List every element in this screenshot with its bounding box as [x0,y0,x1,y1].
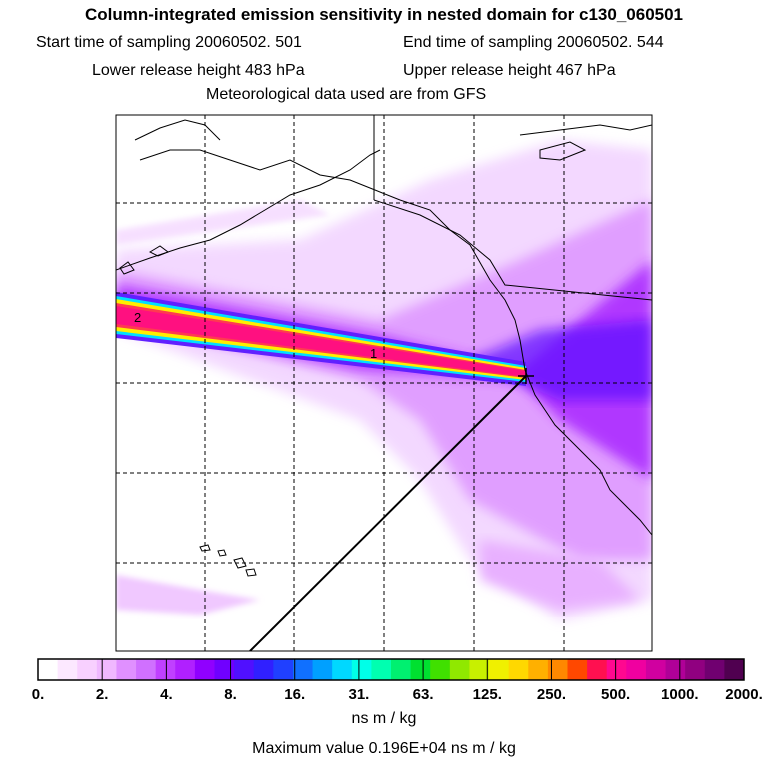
colorbar-tick-label: 31. [348,686,370,703]
colorbar-segment [332,659,353,680]
colorbar-tick-label: 2000. [725,686,763,703]
plot-title: Column-integrated emission sensitivity i… [84,5,684,24]
colorbar-tick-label: 63. [412,686,434,703]
colorbar-segment [528,659,549,680]
colorbar-segment [273,659,294,680]
sensitivity-field [116,115,652,651]
lat-lon-grid [116,115,652,651]
colorbar-tick-label: 2. [95,686,109,703]
colorbar-segment [57,659,78,680]
colorbar-segment [351,659,372,680]
colorbar-tick-label: 8. [224,686,237,703]
colorbar-tick-label: 125. [472,686,502,703]
met-data-label: Meteorological data used are from GFS [206,86,487,103]
release-point-marker [518,368,534,384]
colorbar-segment [214,659,235,680]
colorbar-frame [37,658,745,681]
colorbar-segment [685,659,706,680]
max-value-label: Maximum value 0.196E+04 ns m / kg [252,740,516,757]
colorbar-segment [606,659,627,680]
colorbar-tick-label: 500. [601,686,631,703]
colorbar-segment [410,659,431,680]
colorbar-segment [704,659,725,680]
colorbar-units: ns m / kg [351,710,417,727]
colorbar-segment [175,659,196,680]
colorbar-tick-label: 4. [160,686,173,703]
colorbar-segment [587,659,608,680]
colorbar-segment [469,659,490,680]
colorbar-segment [253,659,274,680]
colorbar-segment [234,659,255,680]
plume-marker-1: 1 [370,346,377,361]
colorbar-tick-label: 16. [284,686,306,703]
colorbar-tick-label: 250. [536,686,567,703]
colorbar-segment [155,659,176,680]
upper-release-label: Upper release height 467 hPa [403,62,616,79]
lower-release-label: Lower release height 483 hPa [92,62,305,79]
colorbar-segment [292,659,314,680]
colorbar-segment [116,659,137,680]
colorbar-segment [508,659,529,680]
colorbar-segment [136,659,157,680]
colorbar [38,659,745,680]
end-time-label: End time of sampling 20060502. 544 [403,34,664,51]
colorbar-segment [645,659,667,680]
colorbar-tick-label: 1000. [661,686,699,703]
colorbar-segment [626,659,647,680]
colorbar-segment [312,659,333,680]
colorbar-segment [77,659,98,680]
coastlines [116,115,652,577]
colorbar-segment [38,659,59,680]
colorbar-tick-label: 0. [31,686,45,703]
colorbar-segment [96,659,117,680]
plume-marker-2: 2 [134,310,141,325]
map-frame [115,114,653,652]
colorbar-segment [391,659,412,680]
colorbar-segment [194,659,215,680]
colorbar-segment [371,659,392,680]
start-time-label: Start time of sampling 20060502. 501 [36,34,302,51]
colorbar-segment [547,659,568,680]
colorbar-segment [489,659,510,680]
flight-track [249,375,527,651]
colorbar-segment [665,659,686,680]
colorbar-segment [567,659,588,680]
colorbar-segment [724,659,745,680]
plume-band [116,292,526,386]
colorbar-segment [430,659,451,680]
colorbar-segment [449,659,470,680]
